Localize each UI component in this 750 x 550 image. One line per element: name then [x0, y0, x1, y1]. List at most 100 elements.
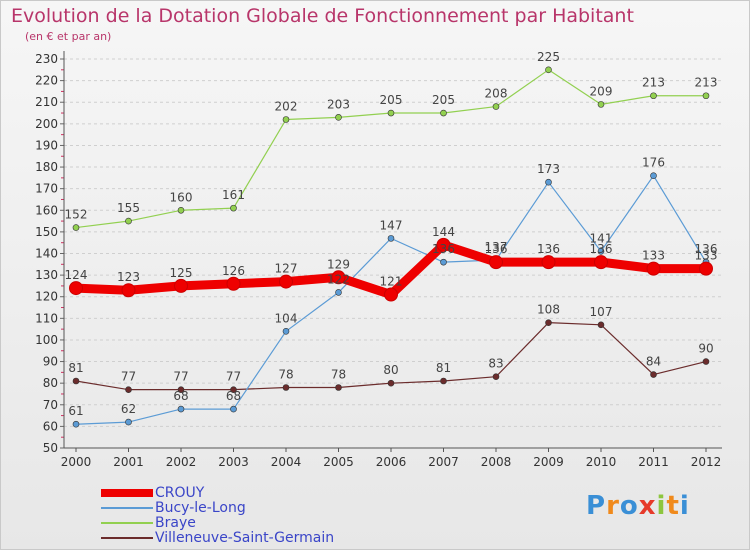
- data-point: [331, 270, 346, 285]
- data-label: 127: [275, 262, 298, 276]
- data-point: [230, 204, 237, 212]
- data-label: 62: [121, 402, 136, 416]
- data-point: [384, 287, 398, 302]
- data-label: 83: [488, 357, 503, 371]
- x-tick-label: 2010: [586, 455, 617, 469]
- data-label: 126: [222, 264, 245, 278]
- data-point: [650, 371, 657, 378]
- data-label: 136: [590, 242, 613, 256]
- legend-swatch-bucy: [101, 506, 153, 509]
- data-point: [335, 289, 342, 296]
- proxiti-logo: Proxiti: [586, 491, 690, 521]
- y-tick-label: 100: [35, 333, 58, 347]
- data-point: [69, 281, 83, 296]
- logo-letter: o: [619, 491, 639, 521]
- legend-item-bucy: Bucy-le-Long: [101, 500, 334, 516]
- data-label: 152: [65, 208, 88, 222]
- data-label: 173: [537, 162, 560, 176]
- data-point: [597, 101, 605, 108]
- data-label: 136: [537, 242, 560, 256]
- legend-label-crouy: CROUY: [155, 484, 205, 501]
- data-label: 121: [380, 275, 403, 289]
- data-point: [492, 103, 500, 110]
- logo-letter: i: [679, 491, 690, 521]
- y-tick-label: 70: [43, 398, 58, 412]
- data-label: 81: [436, 361, 451, 375]
- y-tick-label: 110: [35, 311, 58, 325]
- data-label: 161: [222, 188, 245, 202]
- data-point: [279, 274, 293, 289]
- data-point: [125, 418, 132, 426]
- y-tick-label: 60: [43, 419, 58, 433]
- data-label: 136: [695, 242, 718, 256]
- data-point: [177, 386, 185, 393]
- data-point: [387, 379, 395, 387]
- data-point: [335, 114, 342, 121]
- data-point: [646, 261, 661, 276]
- y-tick-label: 230: [35, 52, 58, 66]
- logo-letter: x: [638, 491, 657, 521]
- data-point: [594, 255, 608, 270]
- data-label: 61: [68, 404, 83, 418]
- logo-letter: i: [656, 491, 667, 521]
- data-point: [436, 237, 451, 252]
- data-label: 78: [331, 367, 346, 381]
- x-tick-label: 2007: [428, 455, 459, 469]
- data-point: [282, 384, 290, 391]
- data-point: [545, 178, 552, 186]
- x-tick-label: 2011: [638, 455, 669, 469]
- y-tick-label: 150: [35, 225, 58, 239]
- data-label: 68: [226, 389, 241, 403]
- data-label: 123: [117, 270, 140, 284]
- data-label: 133: [695, 249, 718, 263]
- data-label: 68: [173, 389, 188, 403]
- chart-subtitle: (en € et par an): [25, 30, 112, 43]
- data-label: 213: [695, 76, 718, 90]
- data-point: [226, 276, 241, 291]
- legend-label-villeneuve: Villeneuve-Saint-Germain: [155, 529, 335, 546]
- y-tick-label: 130: [35, 268, 58, 282]
- x-tick-label: 2003: [218, 455, 249, 469]
- y-tick-label: 160: [35, 203, 58, 217]
- data-label: 160: [170, 190, 193, 204]
- data-label: 137: [485, 240, 508, 254]
- logo-letter: P: [586, 491, 607, 521]
- legend-item-crouy: CROUY: [101, 484, 334, 501]
- data-point: [440, 258, 447, 266]
- y-tick-label: 170: [35, 182, 58, 196]
- data-point: [545, 319, 552, 326]
- data-point: [440, 109, 447, 117]
- chart-legend: CROUY Bucy-le-Long Braye Villeneuve-Sain…: [101, 484, 335, 546]
- data-label: 104: [275, 311, 298, 325]
- data-label: 124: [65, 268, 88, 282]
- x-tick-label: 2008: [481, 455, 512, 469]
- data-point: [650, 172, 657, 179]
- data-label: 208: [485, 87, 508, 101]
- y-tick-label: 50: [43, 441, 58, 455]
- y-tick-label: 120: [35, 290, 58, 304]
- data-label: 136: [485, 242, 508, 256]
- data-label: 107: [590, 305, 613, 319]
- x-tick-label: 2002: [166, 455, 197, 469]
- data-label: 133: [642, 249, 665, 263]
- data-label: 147: [380, 218, 403, 232]
- data-label: 78: [278, 367, 293, 381]
- data-label: 125: [170, 266, 193, 280]
- data-point: [597, 321, 605, 329]
- data-point: [650, 92, 657, 100]
- data-point: [72, 224, 80, 231]
- y-tick-label: 200: [35, 117, 58, 131]
- data-point: [702, 358, 710, 365]
- x-tick-label: 2000: [61, 455, 92, 469]
- x-tick-label: 2005: [323, 455, 354, 469]
- data-label: 225: [537, 50, 560, 64]
- data-point: [489, 255, 503, 270]
- legend-label-braye: Braye: [155, 514, 196, 531]
- data-label: 155: [117, 201, 140, 215]
- data-label: 84: [646, 355, 661, 369]
- data-point: [335, 384, 342, 391]
- data-point: [699, 261, 713, 276]
- data-label: 209: [590, 84, 613, 98]
